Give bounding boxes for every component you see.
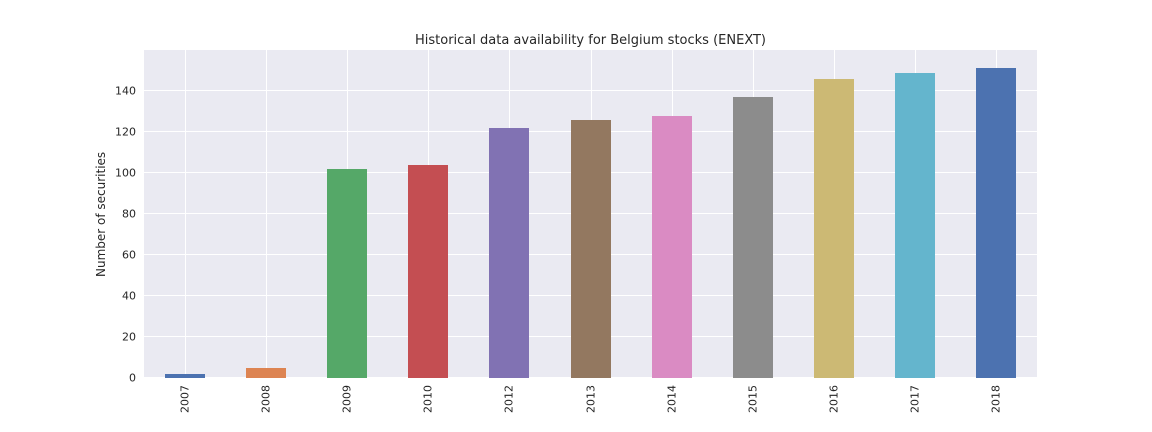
bar-2013 xyxy=(570,119,611,378)
y-tick-label: 20 xyxy=(122,330,136,344)
x-tick-label: 2007 xyxy=(178,385,192,413)
bar-2010 xyxy=(408,164,449,378)
x-tick-label: 2008 xyxy=(259,385,273,413)
chart-title: Historical data availability for Belgium… xyxy=(414,33,767,48)
gridline-vertical xyxy=(184,50,186,378)
x-tick-label: 2010 xyxy=(421,385,435,413)
bar-2012 xyxy=(489,127,530,378)
y-tick-label: 100 xyxy=(115,166,136,180)
y-axis: 0 20 40 60 80 100 120 140 xyxy=(100,50,144,384)
y-tick-label: 60 xyxy=(122,248,136,262)
bar-2009 xyxy=(326,168,367,378)
x-tick-label: 2017 xyxy=(908,385,922,413)
x-axis: 2007 2008 2009 2010 2012 2013 2014 2015 2016 2017… xyxy=(144,378,1037,430)
bar-2018 xyxy=(976,68,1017,378)
y-tick-label: 0 xyxy=(129,371,136,385)
y-tick-label: 120 xyxy=(115,125,136,139)
bar-2014 xyxy=(651,115,692,378)
x-tick-label: 2015 xyxy=(746,385,760,413)
x-tick-label: 2016 xyxy=(827,385,841,413)
x-tick-label: 2009 xyxy=(340,385,354,413)
gridline-vertical xyxy=(265,50,267,378)
x-tick-label: 2014 xyxy=(665,385,679,413)
plot-area xyxy=(144,50,1037,378)
bar-2016 xyxy=(814,78,855,378)
y-tick-label: 40 xyxy=(122,289,136,303)
bar-2008 xyxy=(245,367,286,378)
y-tick-label: 140 xyxy=(115,84,136,98)
x-tick-label: 2012 xyxy=(502,385,516,413)
y-tick-label: 80 xyxy=(122,207,136,221)
bar-2007 xyxy=(164,373,205,378)
bar-2015 xyxy=(732,97,773,378)
x-tick-label: 2013 xyxy=(584,385,597,413)
x-tick-label: 2018 xyxy=(989,385,1003,413)
bar-2017 xyxy=(895,72,936,378)
